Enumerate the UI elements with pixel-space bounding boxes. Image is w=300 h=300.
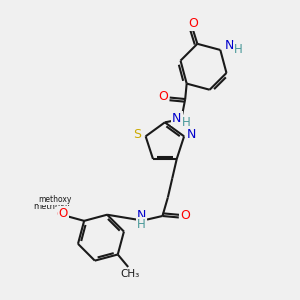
Text: methoxy: methoxy	[41, 196, 72, 202]
Text: H: H	[182, 116, 191, 129]
Text: CH₃: CH₃	[120, 269, 139, 279]
Text: O: O	[188, 16, 198, 29]
Text: O: O	[59, 207, 68, 220]
Text: methoxy: methoxy	[33, 202, 70, 211]
Text: O: O	[56, 208, 66, 221]
Text: O: O	[56, 206, 66, 219]
Text: O: O	[158, 90, 168, 103]
Text: methoxy: methoxy	[38, 195, 72, 204]
Text: N: N	[187, 128, 196, 141]
Text: N: N	[225, 39, 235, 52]
Text: N: N	[137, 209, 146, 223]
Text: O: O	[180, 209, 190, 223]
Text: H: H	[234, 43, 243, 56]
Text: S: S	[133, 128, 141, 141]
Text: H: H	[137, 218, 146, 231]
Text: N: N	[172, 112, 182, 124]
